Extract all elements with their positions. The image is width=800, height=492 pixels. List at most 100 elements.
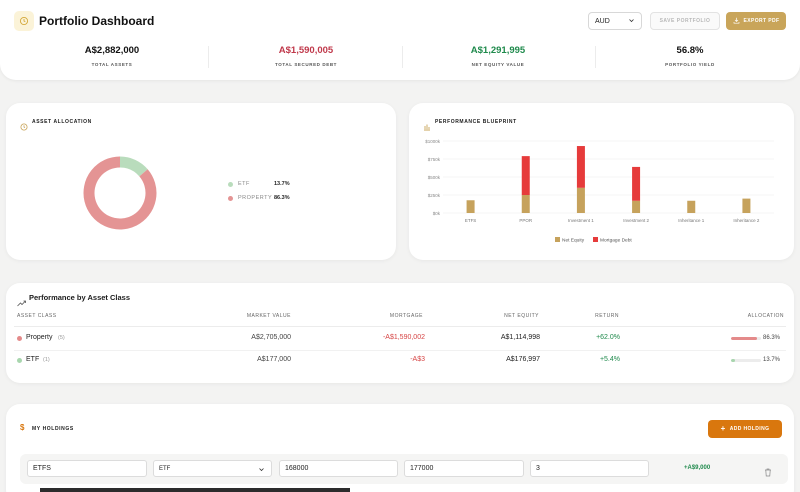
y-tick-label: $250k [428, 193, 441, 198]
return-value: +62.0% [596, 334, 620, 341]
allocation-bar [731, 359, 761, 362]
stat-label: NET EQUITY VALUE [471, 62, 525, 67]
x-tick-label: Inheritance 2 [733, 218, 760, 223]
allocation-bar [731, 337, 761, 340]
legend-swatch [555, 237, 560, 242]
column-header-mortgage: MORTGAGE [389, 313, 423, 319]
card-title: PERFORMANCE BLUEPRINT [435, 119, 517, 125]
export-pdf-button[interactable]: EXPORT PDF [726, 12, 786, 30]
export-pdf-label: EXPORT PDF [743, 18, 780, 24]
bar-net-equity [687, 200, 696, 213]
bar-chart-icon [423, 118, 431, 136]
stat-net-equity: A$1,291,995 NET EQUITY VALUE [400, 45, 596, 67]
stat-divider [402, 46, 403, 68]
stat-divider [595, 46, 596, 68]
holding-name-input[interactable]: ETFS [27, 460, 147, 477]
y-tick-label: $500k [428, 175, 441, 180]
legend-name: PROPERTY [238, 195, 273, 201]
market-value: A$2,705,000 [251, 334, 291, 341]
card-title: ASSET ALLOCATION [32, 119, 92, 125]
bar-net-equity [521, 195, 530, 213]
holding-type-value: ETF [159, 465, 171, 472]
page-title: Portfolio Dashboard [39, 14, 155, 28]
net-equity-value: A$176,997 [506, 356, 540, 363]
x-tick-label: Inheritance 1 [678, 218, 705, 223]
bar-net-equity [742, 198, 751, 213]
stat-portfolio-yield: 56.8% PORTFOLIO YIELD [592, 45, 788, 67]
stat-secured-debt: A$1,590,005 TOTAL SECURED DEBT [208, 45, 404, 67]
asset-class-name: Property [26, 334, 53, 341]
bar-net-equity [576, 187, 585, 213]
bar-mortgage-debt [521, 156, 530, 195]
chevron-down-icon [628, 17, 635, 26]
allocation-bar-fill [731, 359, 736, 362]
divider [14, 350, 786, 351]
stat-divider [208, 46, 209, 68]
legend-label: Mortgage Debt [600, 237, 632, 243]
stat-label: TOTAL SECURED DEBT [274, 62, 338, 67]
return-value: +5.4% [599, 356, 620, 363]
y-tick-label: $1000k [425, 139, 441, 144]
donut-slice-property [83, 156, 157, 230]
stat-label: TOTAL ASSETS [91, 62, 133, 67]
scrollbar[interactable] [40, 488, 350, 492]
holding-cost-input[interactable]: 168000 [279, 460, 398, 477]
stat-value: A$1,291,995 [470, 45, 526, 56]
row-color-dot [17, 336, 22, 341]
mortgage-value: -A$1,590,002 [382, 334, 425, 341]
holding-type-select[interactable]: ETF [153, 460, 272, 477]
download-icon [733, 17, 740, 26]
stat-label: PORTFOLIO YIELD [665, 62, 715, 67]
holding-value-input[interactable]: 177000 [404, 460, 524, 477]
mortgage-value: -A$3 [410, 356, 425, 363]
table-title: Performance by Asset Class [29, 293, 131, 302]
holding-quantity-input[interactable]: 3 [530, 460, 649, 477]
clock-logo-icon [14, 11, 34, 31]
asset-class-name: ETF [26, 356, 40, 363]
legend-percent: 86.3% [274, 195, 290, 201]
currency-select[interactable]: AUD [588, 12, 642, 30]
x-tick-label: Investment 2 [623, 218, 649, 223]
legend-label: Net Equity [562, 237, 585, 243]
performance-bar-chart: $0k $250k $500k $750k $1000k ETFS PPOR Investme… [425, 139, 774, 243]
card-title: MY HOLDINGS [32, 426, 74, 432]
legend-item-etf: ETF 13.7% [228, 181, 290, 187]
save-portfolio-button[interactable]: SAVE PORTFOLIO [650, 12, 720, 30]
legend-dot [228, 195, 233, 201]
stat-value: A$1,590,005 [278, 45, 334, 56]
dollar-icon: $ [20, 423, 25, 432]
table-row[interactable]: ETF (1) A$177,000 -A$3 A$176,997 +5.4% 1… [6, 350, 786, 372]
table-row[interactable]: Property (5) A$2,705,000 -A$1,590,002 A$… [6, 328, 786, 350]
donut-slice-etf [119, 156, 148, 177]
net-equity-value: A$1,114,998 [500, 334, 540, 341]
y-tick-label: $0k [433, 211, 441, 216]
y-tick-label: $750k [428, 157, 441, 162]
allocation-percent: 13.7% [763, 357, 781, 363]
row-color-dot [17, 358, 22, 363]
trash-icon[interactable] [764, 464, 772, 482]
allocation-bar-fill [731, 337, 757, 340]
divider [14, 326, 786, 327]
performance-table-card: Performance by Asset Class ASSET CLASS M… [6, 283, 794, 383]
header-bar: Portfolio Dashboard AUD SAVE PORTFOLIO E… [0, 0, 800, 80]
add-holding-button[interactable]: + ADD HOLDING [708, 420, 782, 438]
performance-blueprint-card: PERFORMANCE BLUEPRINT $0k $250k $500k $750k… [409, 103, 794, 260]
stat-total-assets: A$2,882,000 TOTAL ASSETS [14, 45, 210, 67]
asset-class-count: (5) [58, 335, 65, 341]
market-value: A$177,000 [257, 356, 291, 363]
trend-up-icon [17, 294, 26, 312]
holdings-card: $ MY HOLDINGS [6, 404, 794, 492]
legend-swatch [593, 237, 598, 242]
asset-allocation-card: ASSET ALLOCATION ETF 13.7% PROPERTY 86.3… [6, 103, 396, 260]
currency-value: AUD [595, 17, 610, 25]
bar-mortgage-debt [576, 146, 585, 188]
allocation-percent: 86.3% [763, 335, 781, 341]
plus-icon: + [720, 424, 726, 433]
stat-value: 56.8% [676, 45, 704, 56]
x-tick-label: ETFS [465, 218, 477, 223]
legend-item-property: PROPERTY 86.3% [228, 195, 290, 201]
add-holding-label: ADD HOLDING [729, 426, 770, 432]
column-header-return: RETURN [595, 313, 619, 319]
legend-percent: 13.7% [274, 181, 290, 187]
x-tick-label: PPOR [519, 218, 533, 223]
